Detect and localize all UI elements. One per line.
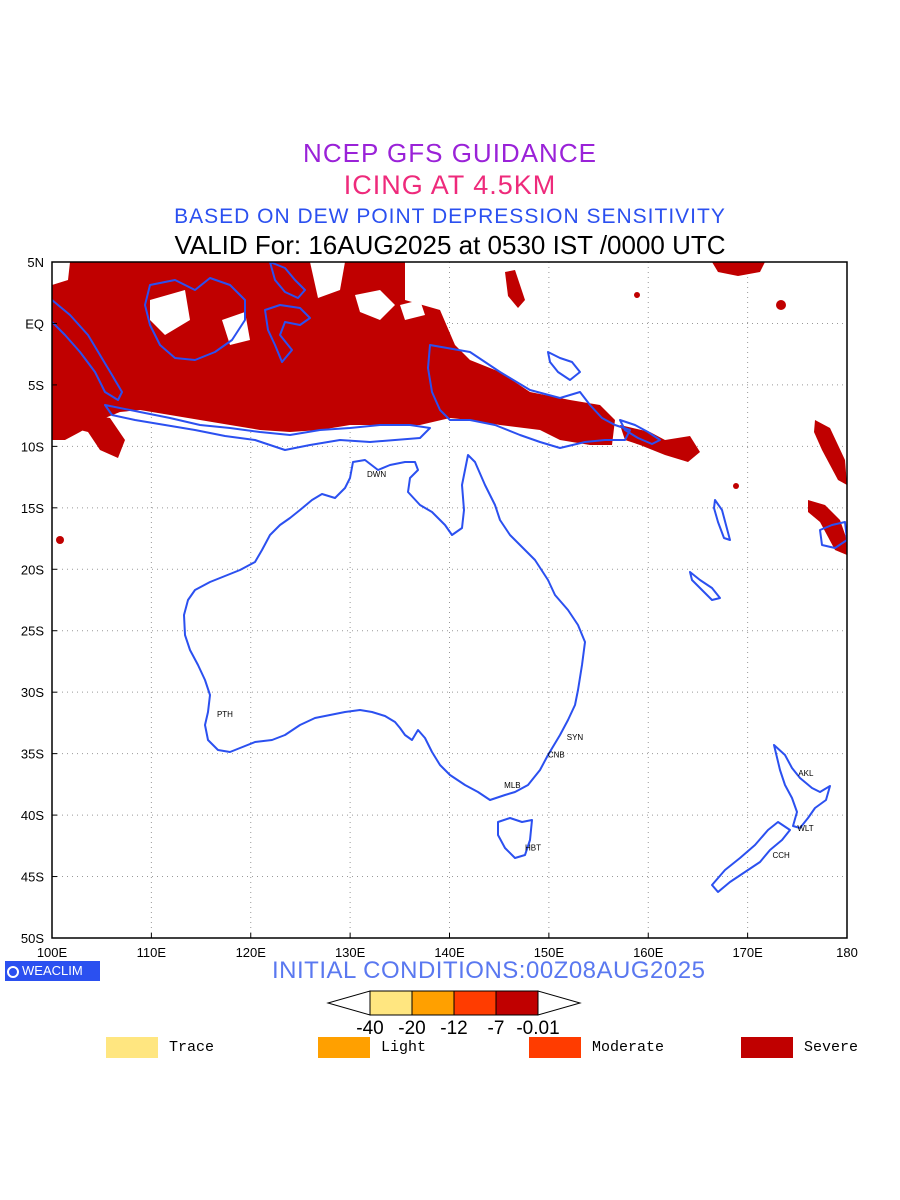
icing-speck-2 — [776, 300, 786, 310]
station-label: HBT — [525, 844, 541, 853]
coastline-vanuatu — [713, 499, 731, 541]
icing-speck-1 — [56, 536, 64, 544]
clear-gap-5 — [400, 300, 425, 320]
colorbar-tick-label: -12 — [440, 1018, 467, 1039]
lon-tick-label: 130E — [335, 945, 366, 960]
lat-tick-label: 20S — [21, 562, 44, 577]
chart-subtitle-icing: ICING AT 4.5KM — [343, 170, 557, 200]
lat-tick-label: 15S — [21, 501, 44, 516]
legend-swatch — [318, 1037, 370, 1058]
station-label: MLB — [504, 781, 520, 790]
icing-region-new-guinea-east — [620, 425, 700, 462]
station-label: AKL — [798, 769, 814, 778]
logo-text: WEACLIM — [22, 963, 83, 978]
icing-speck-4 — [634, 292, 640, 298]
icing-region-borneo-north — [205, 262, 240, 300]
legend-swatch — [106, 1037, 158, 1058]
lat-tick-label: 5N — [27, 255, 44, 270]
coastlines — [52, 262, 847, 893]
lat-tick-label: 10S — [21, 439, 44, 454]
lat-tick-label: 5S — [28, 378, 44, 393]
coastline-fiji — [819, 521, 847, 549]
icing-map: 100E 110E 120E 130E 140E 150E 160E 170E 180 5N EQ 5… — [21, 255, 858, 960]
lon-tick-label: 180 — [836, 945, 858, 960]
lon-tick-label: 160E — [633, 945, 664, 960]
coastline-borneo — [144, 277, 246, 361]
clear-gap-4 — [222, 312, 250, 345]
lon-tick-label: 140E — [434, 945, 465, 960]
weaclim-logo: WEACLIM — [5, 961, 100, 981]
lon-tick-label: 110E — [137, 945, 167, 960]
coastline-new-caledonia — [689, 571, 721, 601]
lon-tick-label: 120E — [236, 945, 267, 960]
coastline-java-timor — [104, 404, 431, 451]
lat-tick-label: 35S — [21, 747, 44, 762]
lon-tick-label: 170E — [732, 945, 763, 960]
legend-label: Trace — [169, 1039, 215, 1056]
coastline-philippines — [269, 262, 306, 299]
clear-gap-6 — [52, 262, 70, 285]
lat-tick-label: 40S — [21, 808, 44, 823]
lat-tick-label: 25S — [21, 624, 44, 639]
chart-title: NCEP GFS GUIDANCE — [303, 138, 597, 168]
icing-region-north-small — [505, 270, 525, 308]
chart-valid-time: VALID For: 16AUG2025 at 0530 IST /0000 U… — [174, 230, 726, 260]
copyright-icon — [7, 966, 19, 978]
lat-tick-label: 50S — [21, 931, 44, 946]
lon-tick-label: 150E — [534, 945, 565, 960]
initial-conditions-label: INITIAL CONDITIONS:00Z08AUG2025 — [272, 957, 706, 984]
coastline-solomons — [619, 419, 661, 445]
clear-gap-2 — [355, 290, 395, 320]
axis-labels: 100E 110E 120E 130E 140E 150E 160E 170E 180 5N EQ 5… — [21, 255, 858, 960]
legend-label: Moderate — [592, 1039, 665, 1056]
colorbar-tick-label: -0.01 — [516, 1018, 559, 1039]
icing-region-north-patch — [712, 262, 765, 276]
station-label: PTH — [217, 710, 233, 719]
clear-gaps — [52, 262, 425, 345]
coastline-new-zealand-north — [773, 744, 831, 829]
coastline-sulawesi — [264, 304, 311, 363]
icing-region-vanuatu — [814, 420, 847, 485]
coastline-bismarck — [547, 351, 581, 381]
lat-tick-label: 30S — [21, 685, 44, 700]
legend-label: Light — [381, 1039, 427, 1056]
lon-tick-label: 100E — [37, 945, 68, 960]
colorbar-tick-label: -40 — [356, 1018, 383, 1039]
coastline-new-zealand-south — [711, 821, 791, 893]
colorbar-tick-label: -20 — [398, 1018, 425, 1039]
chart-subtitle-method: BASED ON DEW POINT DEPRESSION SENSITIVIT… — [174, 205, 726, 228]
clear-gap-1 — [310, 262, 345, 298]
icing-speck-3 — [733, 483, 739, 489]
lat-tick-label: EQ — [25, 316, 44, 331]
legend-swatch — [529, 1037, 581, 1058]
coastline-tasmania — [497, 817, 533, 859]
station-label: CCH — [772, 851, 790, 860]
legend-swatch — [741, 1037, 793, 1058]
coastline-australia — [183, 454, 586, 801]
legend-label: Severe — [804, 1039, 859, 1056]
station-label: CNB — [548, 750, 565, 759]
station-label: DWN — [367, 470, 386, 479]
lat-tick-label: 45S — [21, 870, 44, 885]
station-label: WLT — [797, 824, 813, 833]
coastline-new-guinea — [427, 344, 631, 449]
clear-gap-3 — [150, 290, 190, 335]
station-label: SYN — [567, 733, 584, 742]
icing-region-indonesia — [52, 262, 615, 445]
icing-region-southwest-patch — [72, 412, 125, 458]
coastline-sumatra — [52, 299, 123, 401]
colorbar-tick-label: -7 — [488, 1018, 505, 1039]
